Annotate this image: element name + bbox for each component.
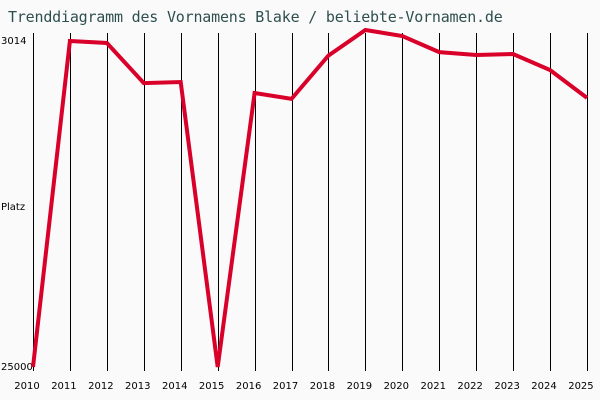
x-tick-label: 2025 — [568, 381, 594, 392]
x-tick-label: 2021 — [420, 381, 446, 392]
x-tick-label: 2022 — [457, 381, 483, 392]
grid-lines — [33, 33, 588, 371]
y-axis-bottom-label: 25000 — [1, 362, 33, 373]
y-axis-title: Platz — [1, 202, 26, 213]
y-axis-top-label: 3014 — [1, 36, 27, 47]
chart-title: Trenddiagramm des Vornamens Blake / beli… — [8, 8, 503, 26]
x-tick-label: 2012 — [88, 381, 114, 392]
series-line-blake — [31, 27, 589, 368]
x-tick-label: 2020 — [383, 381, 410, 392]
x-tick-label: 2010 — [14, 381, 40, 392]
x-tick-label: 2023 — [494, 381, 520, 392]
x-tick-label: 2015 — [198, 381, 225, 392]
x-tick-label: 2019 — [346, 381, 373, 392]
x-tick-label: 2016 — [235, 381, 262, 392]
x-tick-label: 2024 — [531, 381, 557, 392]
x-tick-label: 2014 — [161, 381, 188, 392]
x-tick-label: 2013 — [125, 381, 151, 392]
x-tick-label: 2018 — [309, 381, 336, 392]
x-tick-label: 2011 — [51, 381, 77, 392]
x-tick-label: 2017 — [272, 381, 299, 392]
